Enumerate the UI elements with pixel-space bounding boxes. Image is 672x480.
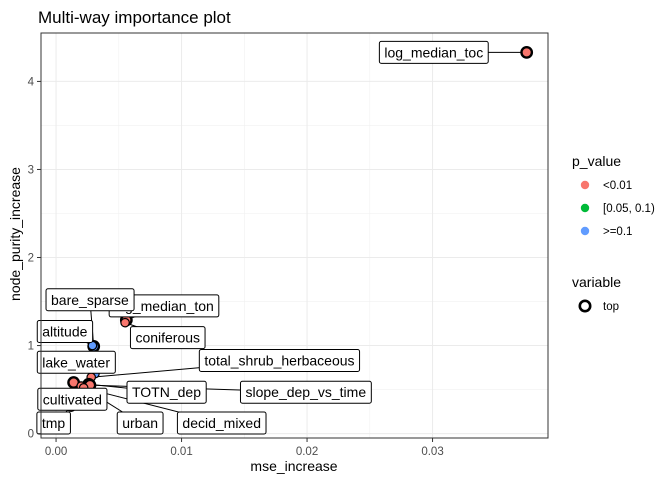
y-tick-label: 2 — [28, 253, 34, 265]
label-text: lake_water — [42, 354, 110, 370]
y-tick-label: 4 — [28, 76, 35, 88]
point-log-median-toc — [520, 45, 534, 59]
panel-fill — [41, 33, 548, 438]
legend-top-marker — [578, 299, 592, 313]
label-box — [36, 319, 94, 343]
label-text: decid_mixed — [182, 415, 261, 431]
label-log-median-ton: log_median_ton — [108, 294, 220, 318]
y-axis-title: node_purity_increase — [7, 167, 23, 301]
label-box — [45, 288, 135, 312]
panel-border — [40, 32, 549, 439]
legend-label-0-05-0-1: [0.05, 0.1) — [603, 203, 655, 215]
x-tick-label: 0.03 — [421, 446, 443, 458]
label-text: coniferous — [135, 330, 200, 346]
x-tick-label: 0.00 — [45, 446, 67, 458]
label-totn-dep: TOTN_dep — [126, 380, 207, 404]
label-total-shrub-herbaceous: total_shrub_herbaceous — [198, 349, 361, 373]
legend-title-p-value: p_value — [572, 153, 621, 169]
label-text: tmp — [42, 415, 66, 431]
y-tick-label: 1 — [28, 341, 34, 353]
label-box — [176, 411, 267, 435]
label-box — [36, 411, 71, 435]
label-altitude: altitude — [36, 319, 94, 343]
label-text: slope_dep_vs_time — [245, 384, 366, 400]
x-axis-ticks: 0.00 0.01 0.02 0.03 — [45, 438, 444, 458]
label-text: log_median_toc — [384, 44, 483, 60]
label-box — [198, 349, 361, 373]
label-box — [239, 380, 372, 404]
chart-title: Multi-way importance plot — [38, 8, 231, 27]
legend-top-label: top — [603, 301, 619, 313]
label-slope-dep-vs-time: slope_dep_vs_time — [239, 380, 372, 404]
label-tmp: tmp — [36, 411, 71, 435]
legend-p-value-items: <0.01 [0.05, 0.1) >=0.1 — [580, 180, 655, 238]
label-cultivated: cultivated — [37, 387, 108, 411]
legend-marker-0-01 — [580, 180, 590, 190]
legend: p_value <0.01 [0.05, 0.1) >=0.1 variable t… — [572, 153, 655, 313]
label-box — [126, 380, 207, 404]
label-log-median-toc: log_median_toc — [378, 40, 489, 64]
legend-label-0-01: <0.01 — [603, 180, 632, 192]
plot-panel: log_median_toc log_median_ton coniferous ba… — [36, 32, 549, 439]
label-box — [129, 326, 206, 350]
label-box — [378, 40, 489, 64]
label-text: log_median_ton — [114, 298, 214, 314]
label-text: altitude — [42, 323, 87, 339]
label-coniferous: coniferous — [129, 326, 206, 350]
legend-marker-0-1 — [580, 226, 590, 236]
label-lake-water: lake_water — [36, 350, 116, 374]
grid-lines — [41, 33, 548, 438]
label-text: TOTN_dep — [132, 384, 201, 400]
legend-label-0-1: >=0.1 — [603, 226, 632, 238]
x-tick-label: 0.02 — [296, 446, 318, 458]
y-axis-ticks: 0 1 2 3 4 — [28, 76, 41, 441]
label-text: cultivated — [43, 391, 102, 407]
point-labels: log_median_toc log_median_ton coniferous ba… — [36, 40, 489, 435]
legend-title-variable: variable — [572, 274, 621, 290]
label-box — [37, 387, 108, 411]
y-tick-label: 3 — [28, 164, 34, 176]
label-box — [116, 411, 164, 435]
label-decid-mixed: decid_mixed — [176, 411, 267, 435]
label-text: urban — [122, 415, 158, 431]
label-urban: urban — [116, 411, 164, 435]
x-tick-label: 0.01 — [170, 446, 192, 458]
label-bare-sparse: bare_sparse — [45, 288, 135, 312]
label-box — [36, 350, 116, 374]
x-axis-title: mse_increase — [250, 458, 337, 474]
point-coniferous — [120, 317, 130, 328]
legend-marker-0-05-0-1 — [580, 203, 590, 213]
y-tick-label: 0 — [28, 429, 34, 441]
label-text: total_shrub_herbaceous — [204, 353, 354, 369]
label-text: bare_sparse — [51, 292, 129, 308]
